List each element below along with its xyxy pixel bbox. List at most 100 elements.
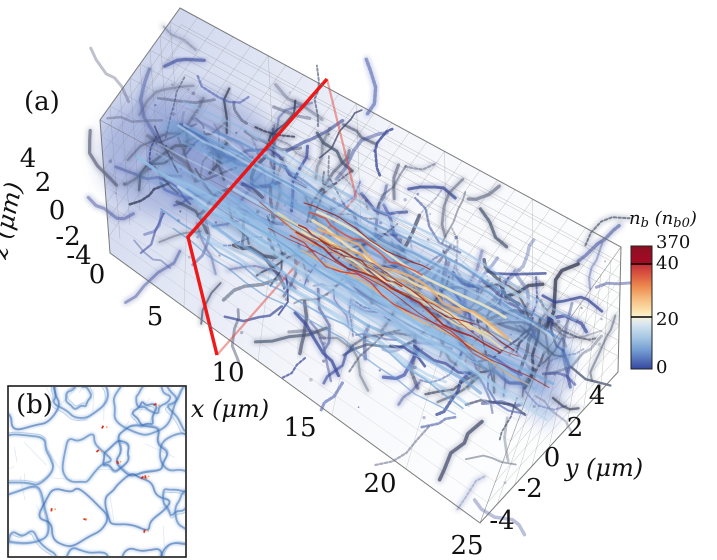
streamline	[245, 192, 544, 367]
tangle-filament	[478, 207, 509, 249]
inset-wisp	[39, 501, 48, 517]
tangle-filament	[389, 344, 427, 368]
colorbar-title: nb (nb0)	[629, 208, 697, 231]
tangle-speck	[171, 112, 176, 116]
tangle-speck	[365, 206, 368, 209]
tangle-speck	[422, 310, 424, 313]
tangle-speck	[556, 319, 561, 324]
tangle-filament	[440, 177, 465, 238]
tangle-filament-glow	[85, 194, 137, 222]
inset-wisp	[45, 387, 54, 401]
tangle-filament	[464, 454, 517, 466]
inset-cell-wall	[9, 485, 50, 544]
inset-cell-wall	[65, 387, 92, 410]
tangle-filament	[223, 305, 283, 323]
streamline	[301, 249, 530, 386]
tangle-filament	[543, 262, 580, 331]
tangle-filament	[494, 238, 536, 289]
inset-wisp	[109, 496, 115, 521]
streamline	[239, 212, 535, 390]
streamline	[229, 206, 474, 361]
tangle-speck	[122, 182, 126, 186]
streamline	[172, 227, 457, 415]
tangle-filament	[319, 381, 344, 412]
inset-wisp	[92, 388, 95, 412]
z-tick-label: -2	[55, 222, 80, 252]
colorbar-title-close: )	[689, 208, 697, 229]
z-axis-title: z (μm)	[0, 180, 28, 262]
y-axis-title: y (μm)	[564, 454, 643, 482]
tangle-speck	[284, 297, 289, 302]
inset-cell-wall-thin	[9, 431, 55, 483]
colorbar-title-sub: b	[641, 216, 649, 231]
tangle-speck	[322, 359, 326, 363]
tangle-filament	[138, 84, 195, 116]
tangle-filament	[314, 126, 332, 181]
tangle-filament-glow	[586, 239, 606, 292]
z-tick-label: 2	[35, 168, 52, 198]
tangle-filament	[392, 163, 401, 201]
inset-content	[9, 387, 185, 556]
z-tick-label: 4	[20, 144, 37, 174]
tangle-speck	[604, 260, 607, 263]
tangle-filament	[413, 344, 475, 375]
tangle-filament	[466, 184, 501, 201]
x-tick-label: 15	[283, 413, 316, 443]
inset-wisp	[129, 408, 152, 411]
tangle-filament-glow	[268, 122, 278, 173]
inset-cell-wall-thin	[162, 491, 185, 519]
grid-line	[159, 35, 602, 276]
tangle-speck	[416, 192, 420, 196]
streamline	[262, 201, 531, 357]
inset-wisp	[116, 420, 130, 441]
tangle-filament	[124, 249, 182, 304]
inset-wisp	[162, 526, 165, 547]
tangle-filament-glow	[587, 313, 618, 384]
tangle-filament	[221, 277, 279, 302]
inset-wisp	[73, 417, 88, 422]
tangle-speck	[600, 317, 603, 321]
tangle-filament	[334, 131, 389, 181]
tangle-speck	[503, 481, 507, 485]
tangle-speck	[372, 149, 377, 153]
tangle-filament-glow	[317, 335, 371, 394]
tangle-speck	[108, 159, 113, 164]
colorbar-tick-label: 370	[656, 232, 690, 253]
tangle-speck	[268, 213, 271, 216]
x-axis-title: x (μm)	[191, 395, 269, 423]
inset-cell-wall-thin	[65, 547, 108, 556]
tangle-speck	[378, 369, 381, 372]
colorbar-tick-label: 20	[656, 309, 679, 330]
tangle-speck	[538, 280, 542, 284]
tangle-speck	[553, 373, 556, 376]
tangle-speck	[171, 83, 174, 86]
inset-cell-wall	[174, 489, 185, 530]
tangle-speck	[598, 342, 601, 346]
tangle-filament	[541, 294, 604, 313]
panel-b-label: (b)	[16, 390, 53, 420]
tangle-speck	[114, 192, 117, 195]
x-tick-label: 5	[147, 302, 164, 332]
tangle-filament-glow	[312, 125, 333, 183]
streamline	[261, 229, 462, 351]
tangle-speck	[271, 259, 274, 262]
inset-hot-spot-halo	[147, 529, 149, 532]
z-tick-label: 0	[49, 196, 66, 226]
inset-hot-spot-halo	[101, 450, 103, 453]
inset-wisp	[47, 450, 60, 469]
inset-wisp	[13, 446, 18, 463]
tangle-filament-glow	[318, 147, 353, 194]
grid-line	[184, 74, 620, 310]
y-tick-label: 2	[567, 413, 584, 443]
inset-hot-spot	[144, 475, 147, 479]
colorbar-tick-label: 40	[656, 253, 679, 274]
inset-hot-spot-halo	[54, 508, 57, 511]
tangle-filament	[272, 105, 312, 121]
tangle-speck	[403, 197, 407, 202]
tangle-filament	[293, 311, 341, 378]
grid-line	[183, 57, 620, 295]
tangle-speck	[580, 306, 583, 310]
tangle-filament	[281, 357, 307, 379]
